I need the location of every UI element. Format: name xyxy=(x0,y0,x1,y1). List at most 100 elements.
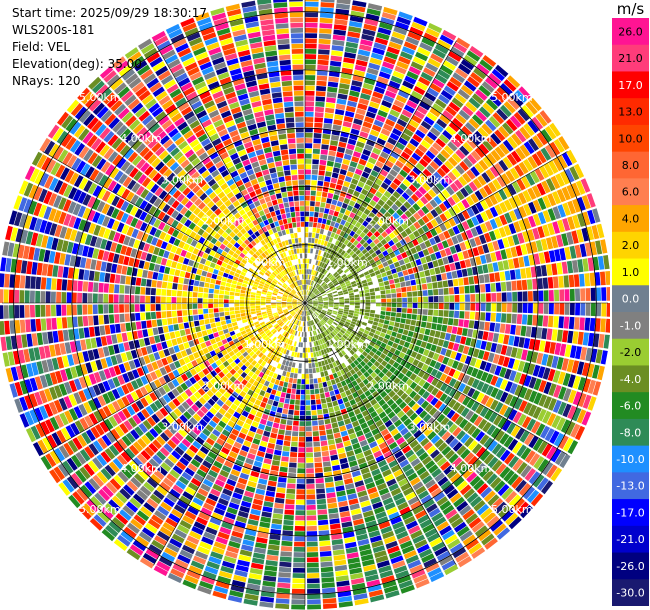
velocity-gate xyxy=(187,463,198,473)
velocity-gate xyxy=(471,204,480,215)
velocity-gate xyxy=(439,249,447,258)
velocity-gate xyxy=(174,330,181,338)
velocity-gate xyxy=(221,465,232,473)
velocity-gate xyxy=(239,505,250,513)
velocity-gate xyxy=(345,378,351,385)
velocity-gate xyxy=(348,290,354,294)
velocity-gate xyxy=(373,360,381,368)
velocity-gate xyxy=(444,534,458,545)
velocity-gate xyxy=(349,212,356,219)
velocity-gate xyxy=(257,358,264,365)
velocity-gate xyxy=(462,509,475,521)
velocity-gate xyxy=(198,314,204,320)
velocity-gate xyxy=(119,294,124,303)
velocity-gate xyxy=(336,151,344,159)
velocity-gate xyxy=(382,469,392,478)
velocity-gate xyxy=(318,250,322,256)
velocity-gate xyxy=(338,601,353,608)
velocity-gate xyxy=(367,584,382,593)
velocity-gate xyxy=(470,166,480,177)
velocity-gate xyxy=(223,303,229,308)
velocity-gate xyxy=(346,241,353,248)
velocity-gate xyxy=(372,415,381,423)
velocity-gate xyxy=(491,68,505,82)
velocity-gate xyxy=(350,362,356,369)
velocity-gate xyxy=(469,357,477,367)
velocity-gate xyxy=(522,362,531,374)
velocity-gate xyxy=(473,416,483,427)
velocity-gate xyxy=(380,17,395,26)
velocity-gate xyxy=(342,435,350,442)
velocity-gate xyxy=(315,283,319,288)
velocity-gate xyxy=(361,126,371,134)
velocity-gate xyxy=(590,287,596,301)
velocity-gate xyxy=(353,69,365,77)
velocity-gate xyxy=(217,575,231,584)
velocity-gate xyxy=(532,135,544,149)
velocity-gate xyxy=(347,394,354,401)
velocity-gate xyxy=(155,296,161,303)
velocity-gate xyxy=(328,305,334,308)
velocity-gate xyxy=(320,349,325,355)
velocity-gate xyxy=(135,321,142,330)
velocity-gate xyxy=(517,108,530,122)
velocity-gate xyxy=(352,338,358,344)
velocity-gate xyxy=(357,435,366,442)
velocity-gate xyxy=(549,430,560,444)
velocity-gate xyxy=(317,180,324,186)
velocity-gate xyxy=(315,201,321,207)
velocity-gate xyxy=(349,237,356,244)
velocity-gate xyxy=(291,441,298,447)
velocity-gate xyxy=(270,528,282,535)
velocity-gate xyxy=(549,342,556,354)
velocity-gate xyxy=(371,325,378,330)
velocity-gate xyxy=(331,172,339,179)
velocity-gate xyxy=(362,341,369,348)
velocity-gate xyxy=(252,316,258,320)
velocity-gate xyxy=(425,479,436,489)
velocity-gate xyxy=(364,402,372,410)
velocity-gate xyxy=(541,353,549,366)
velocity-gate xyxy=(452,215,461,225)
velocity-gate xyxy=(405,554,419,564)
velocity-gate xyxy=(267,352,272,358)
velocity-gate xyxy=(364,116,374,124)
velocity-gate xyxy=(582,394,592,409)
velocity-gate xyxy=(83,327,90,338)
velocity-gate xyxy=(404,236,412,244)
velocity-gate xyxy=(356,357,363,363)
velocity-gate xyxy=(446,488,459,499)
velocity-gate xyxy=(431,275,437,282)
velocity-gate xyxy=(352,373,359,380)
velocity-gate xyxy=(308,269,311,275)
velocity-gate xyxy=(314,312,319,316)
velocity-gate xyxy=(437,354,445,363)
velocity-gate xyxy=(317,64,329,71)
velocity-gate xyxy=(380,526,393,535)
velocity-gate xyxy=(173,324,179,331)
velocity-gate xyxy=(393,261,400,268)
velocity-gate xyxy=(315,106,325,113)
velocity-gate xyxy=(315,271,319,277)
velocity-gate xyxy=(171,533,185,544)
velocity-gate xyxy=(358,462,368,470)
velocity-gate xyxy=(343,232,349,239)
velocity-gate xyxy=(407,241,415,249)
velocity-gate xyxy=(396,455,407,464)
velocity-gate xyxy=(249,513,260,521)
velocity-gate xyxy=(393,432,402,441)
velocity-gate xyxy=(321,450,330,457)
velocity-gate xyxy=(597,365,605,381)
velocity-gate xyxy=(305,295,308,301)
velocity-gate xyxy=(375,114,386,123)
velocity-gate xyxy=(464,184,474,195)
velocity-gate xyxy=(407,496,419,506)
velocity-gate xyxy=(312,288,317,293)
velocity-gate xyxy=(278,340,283,346)
velocity-gate xyxy=(383,56,397,65)
velocity-gate xyxy=(339,136,348,143)
velocity-gate xyxy=(431,185,441,195)
velocity-gate xyxy=(316,493,326,500)
velocity-gate xyxy=(377,219,384,227)
velocity-gate xyxy=(453,286,460,295)
